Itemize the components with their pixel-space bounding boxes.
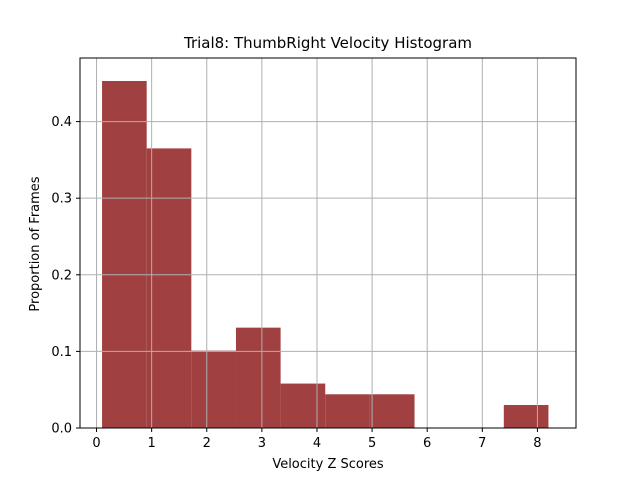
x-tick-label-4: 4 <box>313 436 321 451</box>
histogram-bar-5 <box>280 383 326 428</box>
histogram-bar-7 <box>369 394 415 428</box>
histogram-bar-1 <box>102 80 147 428</box>
x-tick-label-5: 5 <box>368 436 376 451</box>
histogram-bar-2 <box>146 148 192 428</box>
x-tick-label-7: 7 <box>478 436 486 451</box>
histogram-bar-4 <box>235 327 281 428</box>
y-tick-label-0: 0.0 <box>51 422 72 437</box>
x-tick-label-8: 8 <box>533 436 541 451</box>
histogram-bar-6 <box>325 394 370 428</box>
y-axis-label: Proportion of Frames <box>28 176 43 311</box>
plot-frame <box>79 57 577 429</box>
x-tick-label-6: 6 <box>423 436 431 451</box>
y-tick-label-3: 0.3 <box>51 192 72 207</box>
y-tick-label-4: 0.4 <box>51 115 72 130</box>
x-axis-label: Velocity Z Scores <box>272 457 384 472</box>
histogram-bar-3 <box>191 350 236 428</box>
chart-title: Trial8: ThumbRight Velocity Histogram <box>183 34 472 52</box>
y-tick-label-1: 0.1 <box>51 345 72 360</box>
histogram-bar-10 <box>503 405 549 428</box>
plot-area: 0 1 2 3 4 5 6 7 8 0.0 0.1 0.2 0.3 0.4 <box>51 57 577 451</box>
x-tick-label-3: 3 <box>258 436 266 451</box>
x-tick-label-2: 2 <box>203 436 211 451</box>
y-tick-label-2: 0.2 <box>51 268 72 283</box>
x-tick-label-0: 0 <box>92 436 100 451</box>
x-tick-label-1: 1 <box>148 436 156 451</box>
